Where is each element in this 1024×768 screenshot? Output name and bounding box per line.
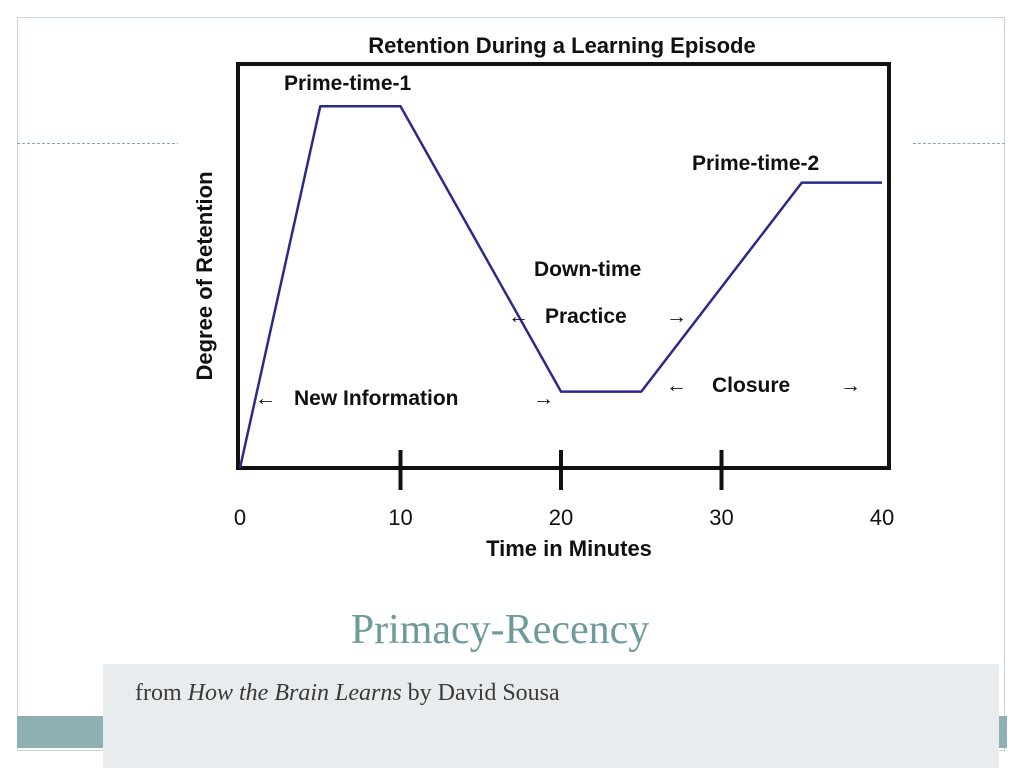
arrow-practice-left: ← xyxy=(508,305,529,328)
retention-chart: Retention During a Learning Episode 0 10 2… xyxy=(178,28,913,568)
x-tick-labels: 0 10 20 30 40 xyxy=(234,505,894,530)
x-axis-label: Time in Minutes xyxy=(486,536,652,561)
x-tick-label-40: 40 xyxy=(870,505,894,530)
subtitle-box: from How the Brain Learns by David Sousa xyxy=(103,664,999,768)
arrow-new-info-right: → xyxy=(533,387,554,410)
divider-left xyxy=(17,143,180,144)
plot-frame xyxy=(236,62,891,470)
retention-line xyxy=(238,104,882,469)
chart-svg: Retention During a Learning Episode 0 10 2… xyxy=(192,33,894,561)
x-tick-label-0: 0 xyxy=(234,505,246,530)
accent-bar-right xyxy=(999,716,1007,748)
annotation-prime-time-2: Prime-time-2 xyxy=(692,152,819,175)
subtitle-prefix: from xyxy=(135,680,188,706)
chart-title: Retention During a Learning Episode xyxy=(368,33,755,58)
annotation-new-information: New Information xyxy=(294,387,459,410)
annotation-down-time: Down-time xyxy=(534,258,641,281)
arrow-new-info-left: ← xyxy=(255,387,276,410)
slide-title: Primacy-Recency xyxy=(350,607,650,653)
divider-right xyxy=(913,143,1005,144)
arrow-closure-right: → xyxy=(840,374,861,397)
y-axis-label: Degree of Retention xyxy=(192,171,217,380)
x-tick-label-10: 10 xyxy=(388,505,412,530)
subtitle: from How the Brain Learns by David Sousa xyxy=(135,680,560,707)
subtitle-author: by David Sousa xyxy=(401,680,560,706)
x-ticks xyxy=(398,450,724,490)
arrow-practice-right: → xyxy=(666,305,687,328)
annotation-closure: Closure xyxy=(712,374,790,397)
x-tick-label-20: 20 xyxy=(549,505,573,530)
subtitle-book-title: How the Brain Learns xyxy=(187,680,402,706)
accent-bar-left xyxy=(17,716,103,748)
x-tick-label-30: 30 xyxy=(709,505,733,530)
annotation-practice: Practice xyxy=(545,305,627,328)
arrow-closure-left: ← xyxy=(666,374,687,397)
annotation-prime-time-1: Prime-time-1 xyxy=(284,72,412,95)
